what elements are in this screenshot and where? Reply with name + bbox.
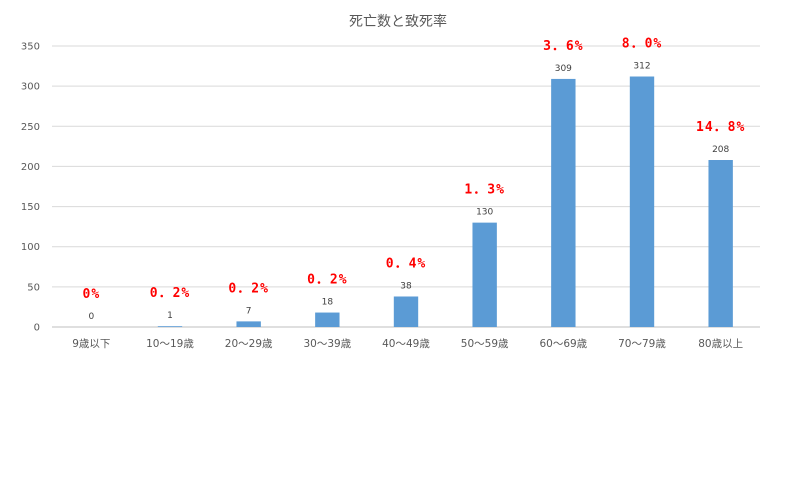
x-tick-label: 80歳以上 — [698, 338, 743, 350]
gridlines — [52, 45, 760, 328]
value-label: 38 — [400, 281, 412, 291]
fatality-rate-label: 0．2% — [150, 286, 190, 301]
y-tick-label: 300 — [21, 82, 40, 93]
value-label: 208 — [712, 145, 729, 155]
y-tick-label: 200 — [21, 162, 40, 173]
y-tick-label: 350 — [21, 42, 40, 53]
value-label: 312 — [633, 62, 650, 72]
bar — [472, 222, 497, 327]
bar — [629, 76, 655, 327]
bar — [315, 312, 340, 327]
chart-title: 死亡数と致死率 — [349, 13, 447, 30]
fatality-rate-label: 3．6% — [543, 39, 583, 54]
fatality-rate-label: 0．2% — [307, 273, 347, 288]
fatality-rate-label: 0% — [83, 287, 101, 302]
value-label: 0 — [88, 312, 94, 322]
bar — [393, 296, 419, 327]
fatality-rate-label: 1．3% — [464, 183, 504, 198]
y-tick-label: 100 — [21, 242, 40, 253]
x-tick-label: 10～19歳 — [146, 338, 194, 350]
fatality-rate-label: 0．4% — [386, 256, 426, 271]
bar — [708, 160, 733, 327]
bar — [157, 326, 183, 327]
x-tick-label: 40～49歳 — [382, 338, 430, 350]
x-axis-ticks: 9歳以下 10～19歳 20～29歳 30～39歳 40～49歳 50～59歳 60～69歳… — [72, 338, 743, 350]
value-label: 1 — [167, 311, 173, 321]
y-tick-label: 150 — [21, 202, 40, 213]
x-tick-label: 9歳以下 — [72, 338, 110, 350]
data-labels: 0 0% 1 0．2% 7 0．2% 18 0．2% 38 0．4% 130 1．3% 309 3．6% 3… — [83, 37, 745, 322]
y-tick-label: 0 — [34, 323, 40, 334]
value-label: 18 — [322, 298, 334, 308]
value-label: 7 — [246, 306, 252, 316]
y-axis-ticks: 0 50 100 150 200 250 300 350 — [21, 42, 40, 334]
value-label: 130 — [476, 208, 493, 218]
fatality-rate-label: 0．2% — [228, 281, 268, 296]
y-tick-label: 50 — [27, 282, 40, 293]
fatality-rate-label: 8．0% — [622, 37, 662, 52]
value-label: 309 — [555, 64, 572, 74]
x-tick-label: 20～29歳 — [225, 338, 273, 350]
y-tick-label: 250 — [21, 122, 40, 133]
bar — [551, 78, 576, 327]
bar — [236, 321, 261, 327]
fatality-rate-label: 14．8% — [696, 120, 745, 135]
bars — [157, 76, 733, 327]
x-tick-label: 30～39歳 — [303, 338, 351, 350]
x-tick-label: 70～79歳 — [618, 338, 666, 350]
x-tick-label: 50～59歳 — [461, 338, 509, 350]
x-tick-label: 60～69歳 — [539, 338, 587, 350]
